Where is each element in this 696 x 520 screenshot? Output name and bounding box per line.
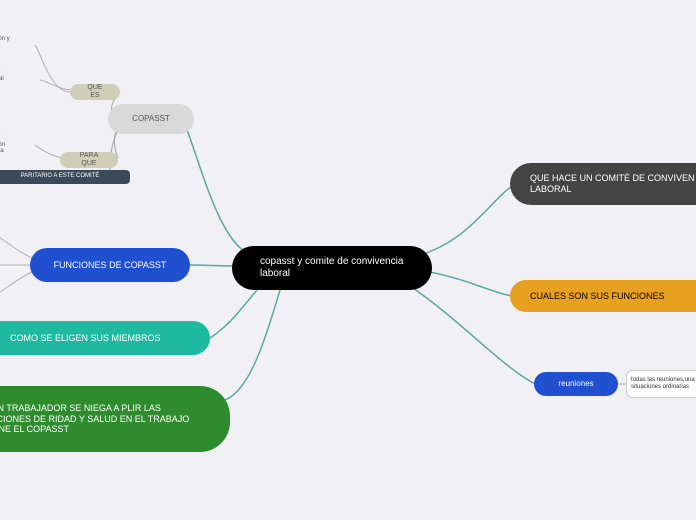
node-funciones[interactable]: FUNCIONES DE COPASST bbox=[30, 248, 190, 282]
node-niega[interactable]: ASA SI UN TRABAJADOR SE NIEGA A PLIR LAS… bbox=[0, 386, 230, 452]
node-reuniones-detail: todas las reuniones,una vez situaciones … bbox=[626, 370, 696, 398]
node-paritario[interactable]: PARITARIO A ESTE COMITÉ bbox=[0, 170, 130, 184]
node-reuniones[interactable]: reuniones bbox=[534, 372, 618, 396]
node-eligen[interactable]: COMO SE ELIGEN SUS MIEMBROS bbox=[0, 321, 210, 355]
node-cuales[interactable]: CUALES SON SUS FUNCIONES bbox=[510, 280, 696, 312]
fragment-text-2: cir n al bbox=[0, 70, 42, 82]
fragment-text-3: es ar ción esa bbox=[0, 130, 42, 154]
node-que-es[interactable]: QUE ES bbox=[70, 84, 120, 100]
node-copasst[interactable]: COPASST bbox=[108, 104, 194, 134]
fragment-text-1: ción y bbox=[0, 36, 42, 42]
node-para-que[interactable]: PARA QUE bbox=[60, 152, 118, 168]
node-que-hace[interactable]: QUE HACE UN COMITÉ DE CONVIVEN LABORAL bbox=[510, 163, 696, 205]
node-center[interactable]: copasst y comite de convivencia laboral bbox=[232, 246, 432, 290]
